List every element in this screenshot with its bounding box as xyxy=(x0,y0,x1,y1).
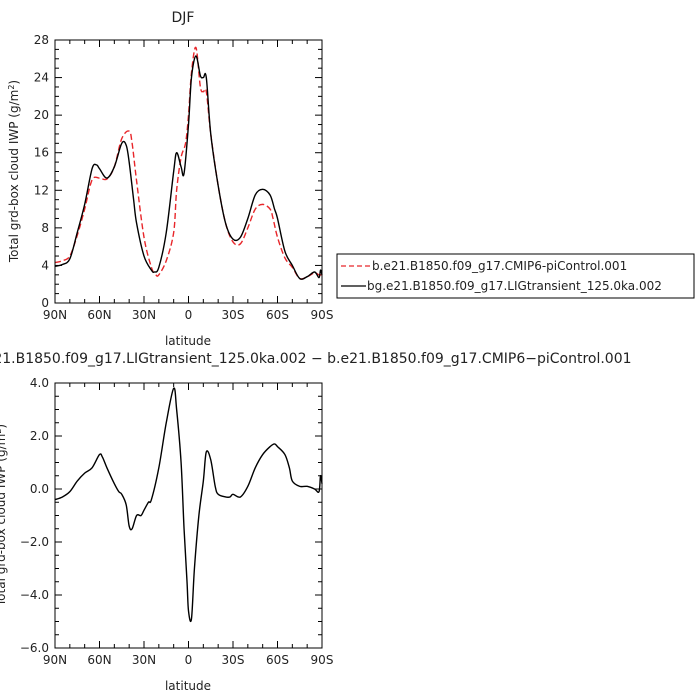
top-y-tick-label: 24 xyxy=(34,71,49,85)
top-y-tick-label: 12 xyxy=(34,183,49,197)
top-y-axis-label: Total grd-box cloud IWP (g/m2) xyxy=(7,80,22,263)
bottom-ticks: 90N 60N 30N 0 30S 60S 90S −6.0 −4.0 −2.0 0.0 2.0 4.0 xyxy=(20,376,334,667)
top-panel: DJF 90N 60N 30N 0 30S 60S 90S 0 4 8 12 16 20 24 28 lat… xyxy=(7,10,334,348)
bottom-x-axis-label: latitude xyxy=(165,679,211,693)
bottom-x-tick-label: 30S xyxy=(222,653,245,667)
top-x-tick-label: 30N xyxy=(132,308,156,322)
bottom-y-axis-label-text: Total grd-box cloud IWP (g/m xyxy=(0,434,8,607)
bottom-series-lines xyxy=(54,387,323,623)
top-y-tick-label: 28 xyxy=(34,33,49,47)
bottom-y-tick-label: −6.0 xyxy=(20,641,49,655)
bottom-x-tick-label: 30N xyxy=(132,653,156,667)
bottom-y-tick-label: 2.0 xyxy=(30,429,49,443)
top-panel-title: DJF xyxy=(172,10,195,26)
bottom-y-tick-label: 0.0 xyxy=(30,482,49,496)
top-x-axis-label: latitude xyxy=(165,334,211,348)
bottom-x-tick-label: 90N xyxy=(43,653,67,667)
top-y-tick-label: 16 xyxy=(34,146,49,160)
top-y-tick-label: 8 xyxy=(41,221,49,235)
bottom-series-line-0 xyxy=(54,387,323,623)
top-y-axis-label-text: Total grd-box cloud IWP (g/m xyxy=(7,90,21,263)
top-y-axis-label-end: ) xyxy=(7,80,21,85)
bottom-panel: bg.e21.B1850.f09_g17.LIGtransient_125.0k… xyxy=(0,351,632,693)
top-y-tick-label: 20 xyxy=(34,108,49,122)
top-x-tick-label: 90S xyxy=(311,308,334,322)
top-plot-frame xyxy=(54,39,323,304)
legend-label-picontrol: b.e21.B1850.f09_g17.CMIP6-piControl.001 xyxy=(372,259,627,273)
legend-box xyxy=(336,253,695,299)
bottom-panel-title: bg.e21.B1850.f09_g17.LIGtransient_125.0k… xyxy=(0,351,632,367)
bottom-x-tick-label: 0 xyxy=(185,653,193,667)
legend-label-ligtransient: bg.e21.B1850.f09_g17.LIGtransient_125.0k… xyxy=(367,279,662,293)
bottom-y-tick-label: −4.0 xyxy=(20,588,49,602)
top-x-tick-label: 60S xyxy=(266,308,289,322)
top-x-tick-label: 30S xyxy=(222,308,245,322)
bottom-y-axis-label: Total grd-box cloud IWP (g/m2) xyxy=(0,424,8,607)
bottom-y-axis-label-superscript: 2 xyxy=(0,429,3,434)
bottom-x-tick-label: 60S xyxy=(266,653,289,667)
bottom-y-axis-label-end: ) xyxy=(0,424,8,429)
top-x-tick-label: 60N xyxy=(87,308,111,322)
top-x-tick-label: 90N xyxy=(43,308,67,322)
top-series-line-1 xyxy=(54,55,323,280)
bottom-x-tick-label: 90S xyxy=(311,653,334,667)
bottom-x-tick-label: 60N xyxy=(87,653,111,667)
top-ticks: 90N 60N 30N 0 30S 60S 90S 0 4 8 12 16 20 24 28 xyxy=(34,33,334,322)
bottom-y-tick-label: −2.0 xyxy=(20,535,49,549)
top-series-lines xyxy=(54,46,323,280)
bottom-y-tick-label: 4.0 xyxy=(30,376,49,390)
top-series-line-0 xyxy=(54,46,323,280)
bottom-plot-frame xyxy=(54,382,323,649)
top-y-tick-label: 0 xyxy=(41,296,49,310)
top-x-tick-label: 0 xyxy=(185,308,193,322)
legend: b.e21.B1850.f09_g17.CMIP6-piControl.001 … xyxy=(336,253,695,299)
top-y-tick-label: 4 xyxy=(41,258,49,272)
top-y-axis-label-superscript: 2 xyxy=(7,85,16,90)
